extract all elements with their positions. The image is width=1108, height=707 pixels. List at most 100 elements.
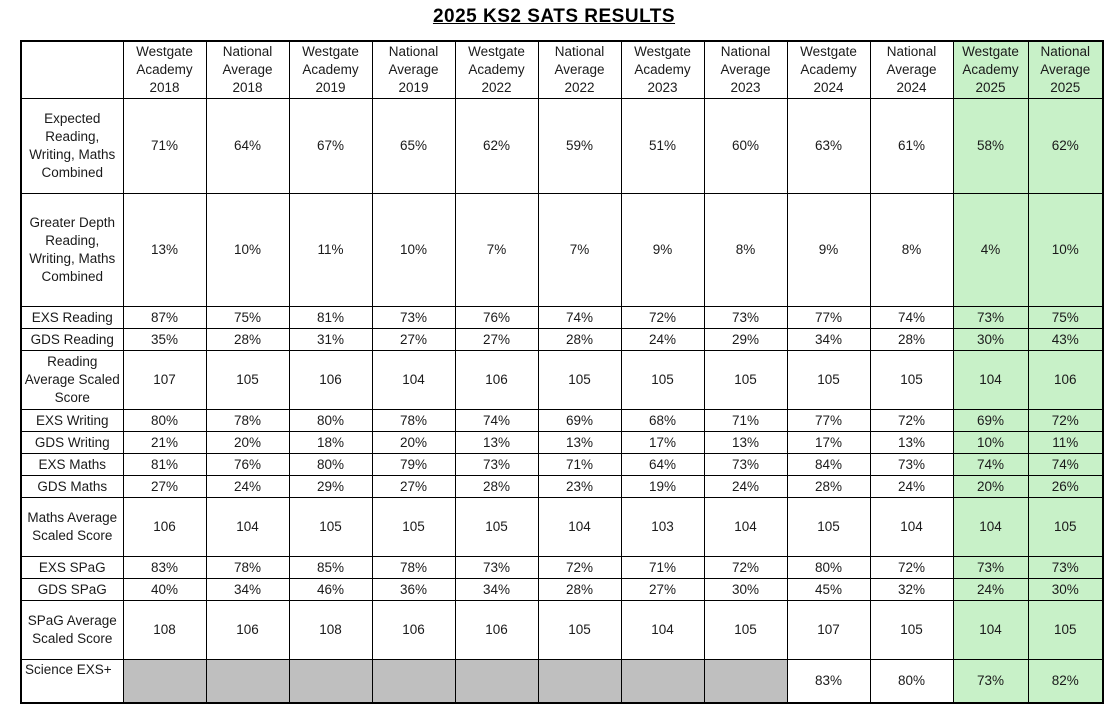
data-cell: 11%: [288, 193, 373, 307]
data-cell: 105: [371, 497, 456, 557]
data-cell: 104: [537, 497, 622, 557]
data-cell: 69%: [952, 409, 1029, 432]
data-cell: 105: [1027, 600, 1104, 660]
row-label: EXS SPaG: [20, 556, 124, 579]
empty-cell: [288, 659, 373, 704]
data-cell: 72%: [537, 556, 622, 579]
column-header: National Average 2022: [537, 40, 622, 99]
data-cell: 19%: [620, 475, 705, 498]
header-row: Westgate Academy 2018 National Average 20…: [20, 40, 1104, 99]
data-cell: 28%: [454, 475, 539, 498]
data-cell: 105: [703, 600, 788, 660]
results-table: Westgate Academy 2018 National Average 20…: [20, 40, 1104, 704]
data-cell: 78%: [371, 409, 456, 432]
data-cell: 80%: [869, 659, 954, 704]
data-cell: 74%: [952, 453, 1029, 476]
data-cell: 103: [620, 497, 705, 557]
row-label: EXS Writing: [20, 409, 124, 432]
row-label: Reading Average Scaled Score: [20, 350, 124, 410]
table-row: Maths Average Scaled Score 106 104 105 105 10…: [20, 497, 1104, 557]
data-cell: 75%: [205, 306, 290, 329]
data-cell: 17%: [786, 431, 871, 454]
row-label: Expected Reading, Writing, Maths Combine…: [20, 98, 124, 194]
data-cell: 13%: [537, 431, 622, 454]
column-header: Westgate Academy 2023: [620, 40, 705, 99]
data-cell: 105: [288, 497, 373, 557]
data-cell: 77%: [786, 306, 871, 329]
data-cell: 63%: [786, 98, 871, 194]
data-cell: 9%: [786, 193, 871, 307]
column-header: National Average 2023: [703, 40, 788, 99]
data-cell: 73%: [952, 659, 1029, 704]
data-cell: 107: [122, 350, 207, 410]
data-cell: 105: [786, 350, 871, 410]
table-row: GDS Writing 21% 20% 18% 20% 13% 13% 17% 13% 17% 13…: [20, 431, 1104, 454]
data-cell: 28%: [869, 328, 954, 351]
data-cell: 64%: [205, 98, 290, 194]
data-cell: 105: [703, 350, 788, 410]
data-cell: 28%: [786, 475, 871, 498]
data-cell: 28%: [537, 578, 622, 601]
data-cell: 67%: [288, 98, 373, 194]
data-cell: 75%: [1027, 306, 1104, 329]
data-cell: 7%: [537, 193, 622, 307]
data-cell: 105: [620, 350, 705, 410]
data-cell: 27%: [454, 328, 539, 351]
data-cell: 26%: [1027, 475, 1104, 498]
data-cell: 74%: [537, 306, 622, 329]
data-cell: 104: [952, 497, 1029, 557]
data-cell: 80%: [786, 556, 871, 579]
row-label: GDS Reading: [20, 328, 124, 351]
data-cell: 34%: [454, 578, 539, 601]
column-header: Westgate Academy 2018: [122, 40, 207, 99]
column-header: Westgate Academy 2022: [454, 40, 539, 99]
data-cell: 105: [205, 350, 290, 410]
empty-cell: [537, 659, 622, 704]
table-row: EXS Maths 81% 76% 80% 79% 73% 71% 64% 73% 84% 73% 7…: [20, 453, 1104, 476]
row-label: GDS SPaG: [20, 578, 124, 601]
data-cell: 87%: [122, 306, 207, 329]
row-label: GDS Maths: [20, 475, 124, 498]
empty-cell: [122, 659, 207, 704]
data-cell: 69%: [537, 409, 622, 432]
data-cell: 36%: [371, 578, 456, 601]
row-label: EXS Maths: [20, 453, 124, 476]
data-cell: 105: [454, 497, 539, 557]
data-cell: 43%: [1027, 328, 1104, 351]
data-cell: 60%: [703, 98, 788, 194]
table-row: GDS SPaG 40% 34% 46% 36% 34% 28% 27% 30% 45% 32% 24…: [20, 578, 1104, 601]
data-cell: 61%: [869, 98, 954, 194]
data-cell: 24%: [869, 475, 954, 498]
data-cell: 106: [205, 600, 290, 660]
data-cell: 10%: [371, 193, 456, 307]
data-cell: 108: [122, 600, 207, 660]
data-cell: 10%: [1027, 193, 1104, 307]
data-cell: 73%: [952, 556, 1029, 579]
data-cell: 71%: [703, 409, 788, 432]
data-cell: 27%: [122, 475, 207, 498]
data-cell: 80%: [288, 453, 373, 476]
column-header: National Average 2024: [869, 40, 954, 99]
data-cell: 80%: [122, 409, 207, 432]
data-cell: 10%: [205, 193, 290, 307]
data-cell: 80%: [288, 409, 373, 432]
data-cell: 76%: [205, 453, 290, 476]
data-cell: 73%: [703, 453, 788, 476]
table-row: Science EXS+ 83% 80% 73% 82%: [20, 659, 1104, 704]
data-cell: 13%: [869, 431, 954, 454]
empty-cell: [371, 659, 456, 704]
data-cell: 28%: [537, 328, 622, 351]
data-cell: 108: [288, 600, 373, 660]
row-label: SPaG Average Scaled Score: [20, 600, 124, 660]
data-cell: 105: [869, 600, 954, 660]
data-cell: 30%: [1027, 578, 1104, 601]
empty-cell: [454, 659, 539, 704]
data-cell: 30%: [703, 578, 788, 601]
data-cell: 24%: [620, 328, 705, 351]
data-cell: 106: [288, 350, 373, 410]
data-cell: 20%: [371, 431, 456, 454]
data-cell: 27%: [371, 328, 456, 351]
data-cell: 8%: [869, 193, 954, 307]
data-cell: 31%: [288, 328, 373, 351]
column-header: National Average 2019: [371, 40, 456, 99]
